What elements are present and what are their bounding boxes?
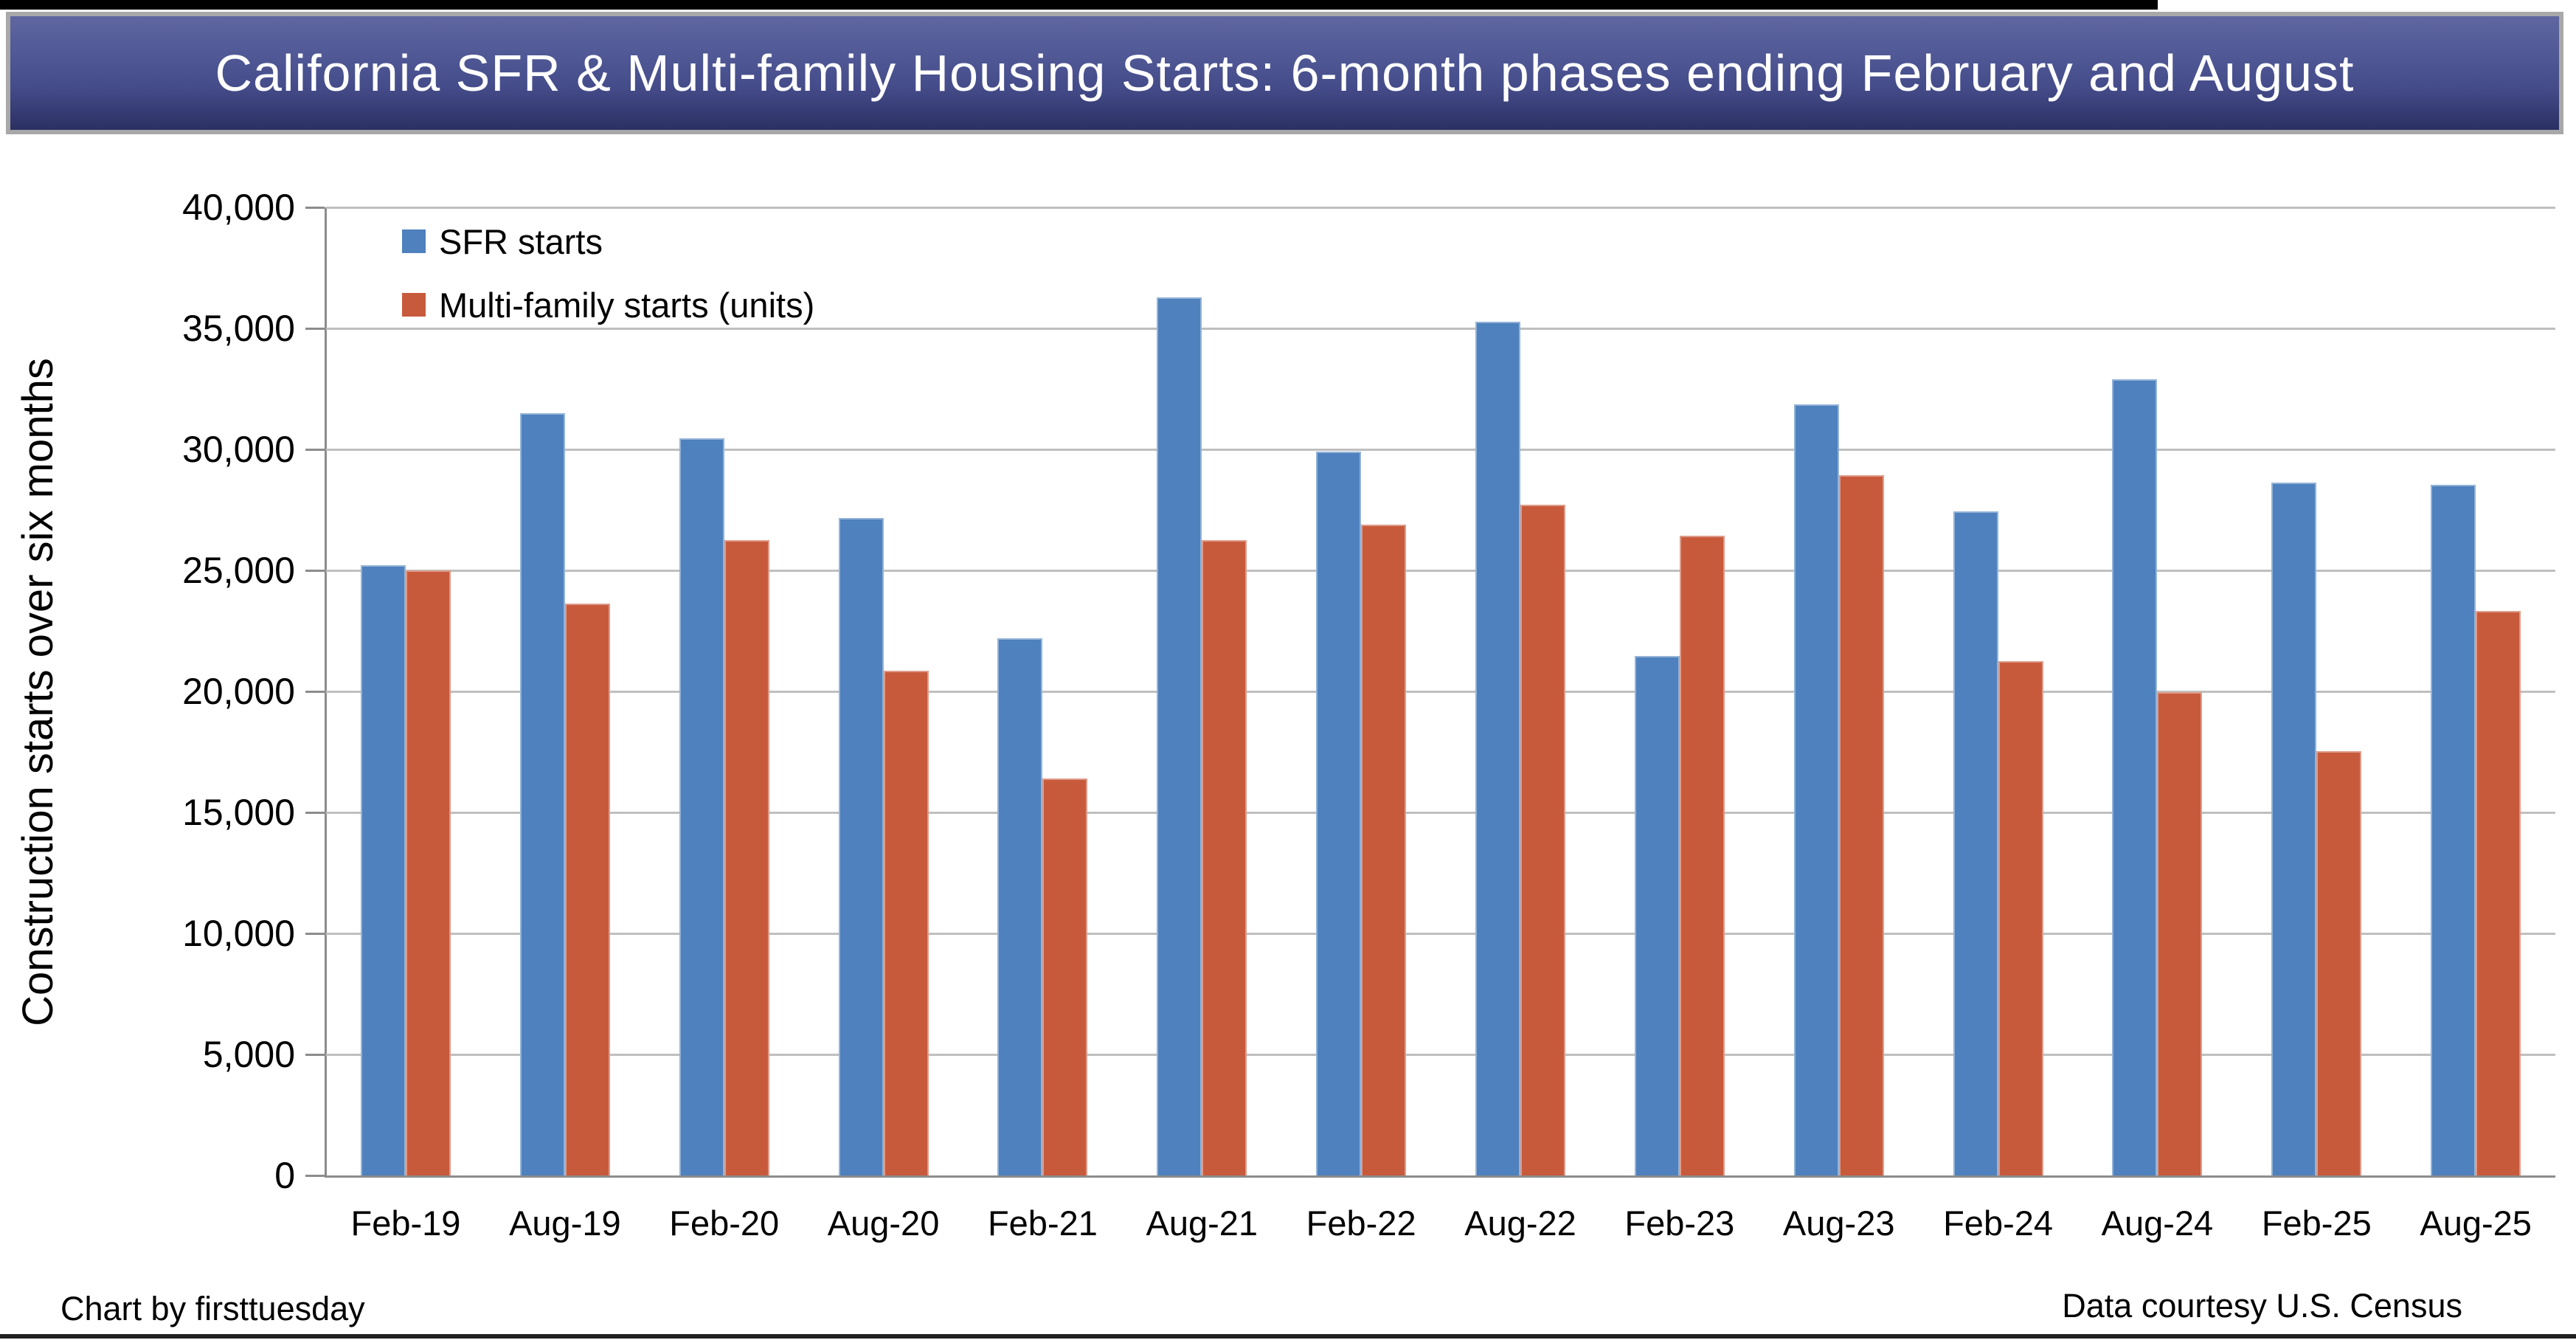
bar-multifamily-aug-21 — [1202, 540, 1247, 1175]
gridline-35000 — [326, 327, 2555, 330]
y-tick-label-25000: 25,000 — [182, 550, 295, 591]
bar-sfr-feb-25 — [2271, 482, 2317, 1175]
credit-right: Data courtesy U.S. Census — [2062, 1287, 2462, 1325]
bar-multifamily-feb-21 — [1042, 778, 1088, 1175]
x-label-feb-20: Feb-20 — [669, 1203, 780, 1243]
x-label-feb-23: Feb-23 — [1624, 1203, 1735, 1243]
bar-sfr-aug-25 — [2431, 484, 2476, 1175]
x-label-aug-25: Aug-25 — [2420, 1203, 2532, 1243]
bottom-border — [0, 1334, 2576, 1339]
x-label-feb-25: Feb-25 — [2261, 1203, 2372, 1243]
legend-label: Multi-family starts (units) — [439, 285, 815, 325]
y-tick-mark — [305, 448, 325, 451]
bar-sfr-feb-23 — [1634, 656, 1680, 1175]
bar-sfr-feb-20 — [679, 438, 724, 1175]
bar-sfr-aug-21 — [1157, 297, 1202, 1175]
y-tick-label-40000: 40,000 — [182, 187, 295, 228]
y-tick-label-35000: 35,000 — [182, 308, 295, 349]
x-label-aug-20: Aug-20 — [827, 1203, 940, 1243]
legend-swatch-icon — [402, 293, 426, 317]
bar-multifamily-aug-24 — [2157, 691, 2203, 1175]
bar-multifamily-aug-20 — [883, 671, 929, 1175]
bar-sfr-feb-24 — [1953, 511, 1998, 1175]
gridline-10000 — [326, 932, 2555, 935]
x-label-aug-22: Aug-22 — [1464, 1203, 1576, 1243]
y-axis-title: Construction starts over six months — [14, 358, 62, 1026]
bar-sfr-aug-22 — [1475, 321, 1520, 1175]
x-label-aug-21: Aug-21 — [1146, 1203, 1258, 1243]
y-tick-mark — [305, 327, 325, 330]
y-tick-label-10000: 10,000 — [182, 913, 295, 954]
bar-multifamily-feb-20 — [724, 540, 769, 1175]
top-black-strip — [0, 0, 2158, 10]
x-label-feb-21: Feb-21 — [987, 1203, 1098, 1243]
bar-sfr-aug-24 — [2112, 379, 2158, 1175]
x-label-feb-24: Feb-24 — [1943, 1203, 2054, 1243]
y-tick-label-0: 0 — [274, 1155, 295, 1196]
legend-swatch-icon — [402, 229, 426, 253]
bar-multifamily-aug-23 — [1838, 475, 1884, 1175]
x-label-feb-22: Feb-22 — [1306, 1203, 1416, 1243]
gridline-40000 — [326, 206, 2555, 209]
bar-multifamily-aug-19 — [564, 603, 610, 1175]
x-label-aug-24: Aug-24 — [2101, 1203, 2214, 1243]
bar-multifamily-feb-19 — [405, 570, 451, 1175]
y-tick-mark — [305, 206, 325, 209]
bar-sfr-aug-23 — [1793, 404, 1839, 1175]
bar-multifamily-feb-24 — [1998, 661, 2043, 1175]
y-tick-label-5000: 5,000 — [202, 1034, 295, 1075]
bar-sfr-feb-19 — [360, 565, 406, 1175]
y-tick-mark — [305, 569, 325, 572]
y-tick-mark — [305, 690, 325, 693]
bar-sfr-feb-21 — [997, 638, 1043, 1175]
x-label-aug-19: Aug-19 — [509, 1203, 621, 1243]
bar-multifamily-aug-25 — [2476, 611, 2521, 1175]
gridline-25000 — [326, 569, 2555, 572]
bar-multifamily-feb-25 — [2316, 751, 2362, 1175]
legend: SFR starts Multi-family starts (units) — [402, 222, 814, 349]
x-label-feb-19: Feb-19 — [350, 1203, 461, 1243]
x-label-aug-23: Aug-23 — [1782, 1203, 1895, 1243]
x-axis-line — [325, 1175, 2555, 1178]
bar-sfr-aug-20 — [838, 517, 884, 1175]
gridline-20000 — [326, 690, 2555, 693]
bar-multifamily-aug-22 — [1520, 505, 1565, 1175]
legend-item-sfr: SFR starts — [402, 221, 814, 261]
y-tick-mark — [305, 811, 325, 814]
y-tick-mark — [305, 1174, 325, 1177]
gridline-30000 — [326, 448, 2555, 451]
y-tick-mark — [305, 932, 325, 935]
plot-area — [305, 206, 2555, 1178]
bar-multifamily-feb-23 — [1679, 536, 1725, 1175]
bar-multifamily-feb-22 — [1361, 525, 1407, 1175]
gridline-15000 — [326, 811, 2555, 814]
y-tick-label-30000: 30,000 — [182, 429, 295, 470]
y-tick-mark — [305, 1053, 325, 1056]
gridline-5000 — [326, 1053, 2555, 1056]
title-banner: California SFR & Multi-family Housing St… — [6, 12, 2563, 134]
y-tick-label-15000: 15,000 — [182, 792, 295, 833]
y-axis-line — [325, 207, 327, 1178]
bar-sfr-aug-19 — [519, 413, 565, 1175]
bar-sfr-feb-22 — [1316, 451, 1362, 1175]
y-tick-label-20000: 20,000 — [182, 671, 295, 712]
legend-item-multifamily: Multi-family starts (units) — [402, 285, 815, 325]
credit-left: Chart by firsttuesday — [60, 1290, 365, 1327]
legend-label: SFR starts — [439, 221, 603, 261]
chart-title: California SFR & Multi-family Housing St… — [215, 44, 2355, 102]
